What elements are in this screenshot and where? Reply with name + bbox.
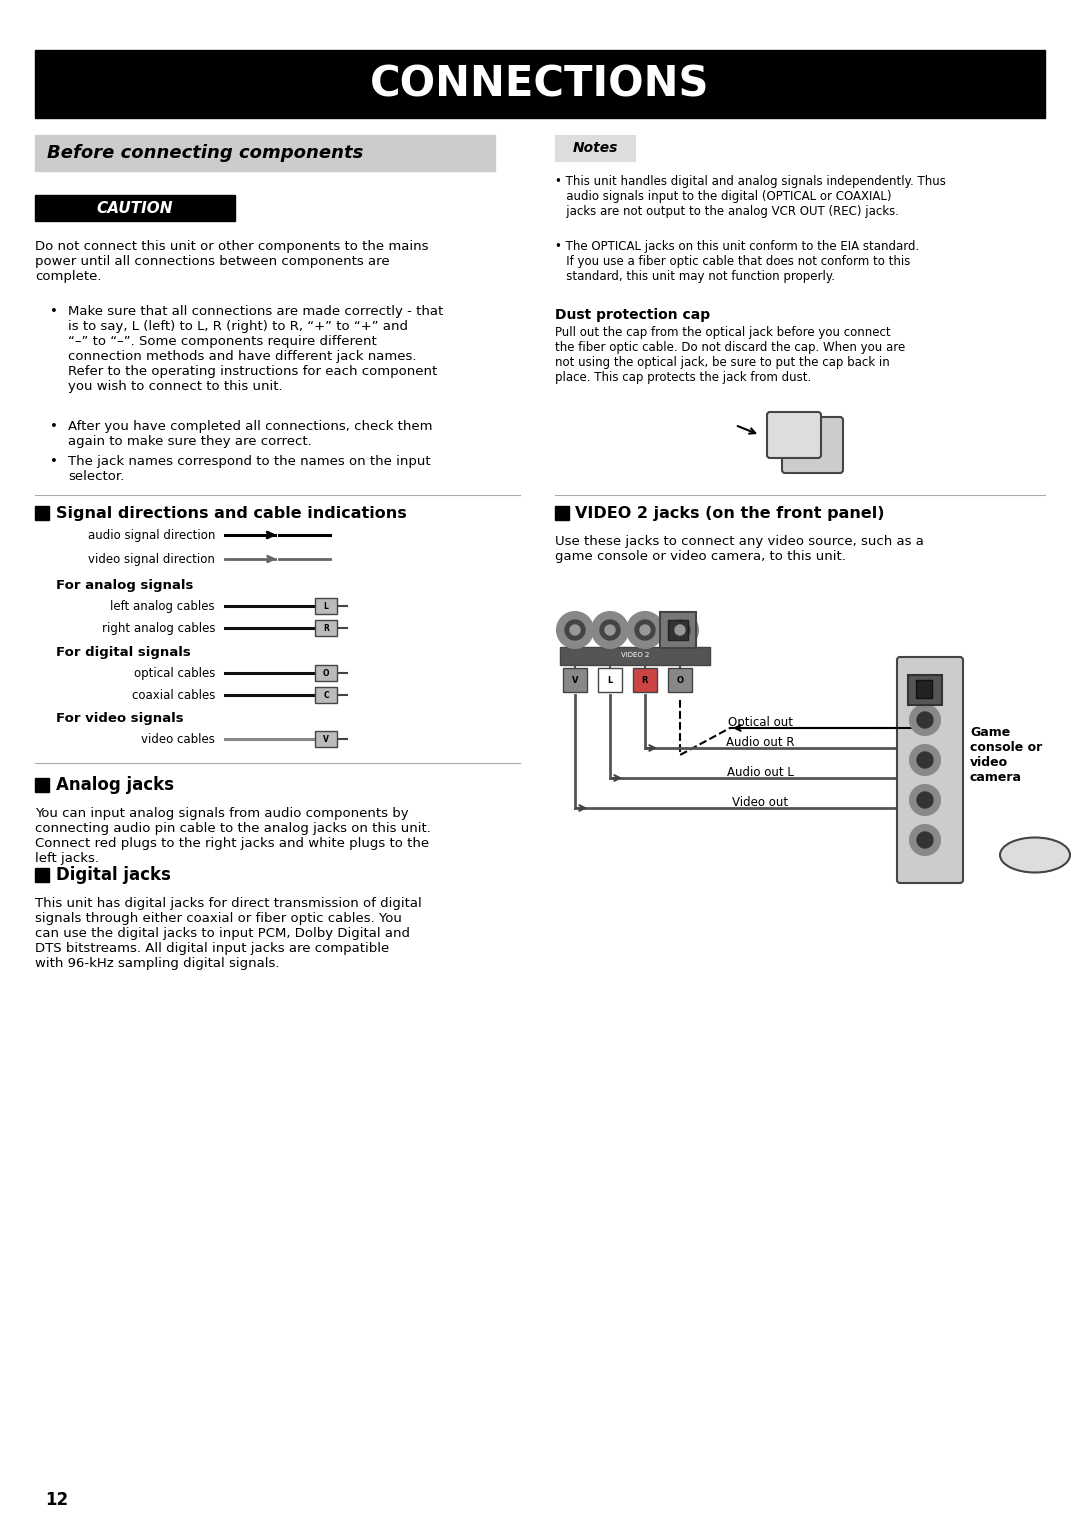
Bar: [561, 647, 710, 665]
Bar: [315, 665, 337, 681]
Circle shape: [910, 705, 940, 736]
Text: VIDEO 2 jacks (on the front panel): VIDEO 2 jacks (on the front panel): [575, 505, 885, 520]
Text: O: O: [323, 668, 329, 678]
Bar: [35, 195, 235, 221]
Text: O: O: [676, 676, 684, 685]
Bar: [633, 668, 657, 691]
Bar: [916, 681, 932, 697]
Text: audio signal direction: audio signal direction: [87, 528, 215, 542]
Ellipse shape: [1000, 838, 1070, 873]
Text: The jack names correspond to the names on the input
selector.: The jack names correspond to the names o…: [68, 455, 431, 484]
Text: Signal directions and cable indications: Signal directions and cable indications: [56, 505, 407, 520]
Bar: [555, 507, 569, 520]
Text: Pull out the cap from the optical jack before you connect
the fiber optic cable.: Pull out the cap from the optical jack b…: [555, 327, 905, 385]
Text: You can input analog signals from audio components by
connecting audio pin cable: You can input analog signals from audio …: [35, 807, 431, 865]
Circle shape: [917, 792, 933, 807]
Circle shape: [565, 620, 585, 639]
Text: •: •: [50, 455, 58, 468]
Text: For analog signals: For analog signals: [56, 578, 193, 592]
Circle shape: [627, 612, 663, 649]
Text: •: •: [50, 420, 58, 433]
Circle shape: [592, 612, 627, 649]
Bar: [598, 668, 622, 691]
Text: right analog cables: right analog cables: [102, 621, 215, 635]
Text: V: V: [323, 734, 329, 743]
Text: Game
console or
video
camera: Game console or video camera: [970, 726, 1042, 784]
Bar: [315, 598, 337, 613]
Circle shape: [670, 620, 690, 639]
Text: R: R: [642, 676, 648, 685]
Circle shape: [635, 620, 654, 639]
Text: • The OPTICAL jacks on this unit conform to the EIA standard.
   If you use a fi: • The OPTICAL jacks on this unit conform…: [555, 240, 919, 282]
Bar: [35, 507, 49, 520]
Circle shape: [910, 745, 940, 775]
Circle shape: [917, 752, 933, 768]
Text: CONNECTIONS: CONNECTIONS: [370, 63, 710, 105]
Bar: [669, 620, 688, 639]
Text: CAUTION: CAUTION: [97, 200, 173, 215]
Text: This unit has digital jacks for direct transmission of digital
signals through e: This unit has digital jacks for direct t…: [35, 897, 422, 971]
Bar: [660, 612, 696, 649]
Text: Dust protection cap: Dust protection cap: [555, 308, 711, 322]
Text: L: L: [324, 601, 328, 610]
Text: Use these jacks to connect any video source, such as a
game console or video cam: Use these jacks to connect any video sou…: [555, 536, 923, 563]
Text: Video out: Video out: [732, 795, 788, 809]
Circle shape: [662, 612, 698, 649]
Bar: [35, 134, 495, 171]
Text: Do not connect this unit or other components to the mains
power until all connec: Do not connect this unit or other compon…: [35, 240, 429, 282]
Circle shape: [910, 784, 940, 815]
Text: left analog cables: left analog cables: [110, 600, 215, 612]
Text: Audio out L: Audio out L: [727, 766, 794, 778]
Bar: [908, 674, 942, 705]
Text: Before connecting components: Before connecting components: [48, 143, 363, 162]
Text: coaxial cables: coaxial cables: [132, 688, 215, 702]
Text: After you have completed all connections, check them
again to make sure they are: After you have completed all connections…: [68, 420, 432, 449]
Bar: [669, 668, 692, 691]
Bar: [555, 134, 635, 162]
Text: C: C: [323, 690, 328, 699]
Circle shape: [557, 612, 593, 649]
Circle shape: [600, 620, 620, 639]
Text: V: V: [571, 676, 578, 685]
Bar: [35, 868, 49, 882]
Circle shape: [917, 713, 933, 728]
Circle shape: [917, 832, 933, 848]
Text: Analog jacks: Analog jacks: [56, 777, 174, 794]
FancyBboxPatch shape: [897, 658, 963, 884]
Bar: [563, 668, 588, 691]
Text: Notes: Notes: [572, 140, 618, 156]
Text: R: R: [323, 624, 329, 632]
Text: •: •: [50, 305, 58, 317]
Circle shape: [640, 626, 650, 635]
Circle shape: [675, 626, 685, 635]
Bar: [35, 50, 1045, 118]
Bar: [35, 778, 49, 792]
Text: For video signals: For video signals: [56, 711, 184, 725]
Circle shape: [570, 626, 580, 635]
Text: For digital signals: For digital signals: [56, 645, 191, 659]
Text: video cables: video cables: [141, 732, 215, 746]
FancyBboxPatch shape: [767, 412, 821, 458]
Text: video signal direction: video signal direction: [89, 552, 215, 566]
Text: L: L: [607, 676, 612, 685]
Bar: [315, 620, 337, 636]
Text: optical cables: optical cables: [134, 667, 215, 679]
Text: Audio out R: Audio out R: [726, 736, 794, 748]
Text: Make sure that all connections are made correctly - that
is to say, L (left) to : Make sure that all connections are made …: [68, 305, 443, 394]
Text: VIDEO 2: VIDEO 2: [621, 652, 649, 658]
Circle shape: [605, 626, 615, 635]
Text: Digital jacks: Digital jacks: [56, 865, 171, 884]
Text: • This unit handles digital and analog signals independently. Thus
   audio sign: • This unit handles digital and analog s…: [555, 175, 946, 218]
Bar: [315, 731, 337, 748]
Bar: [315, 687, 337, 703]
Text: Optical out: Optical out: [728, 716, 793, 728]
Text: 12: 12: [45, 1491, 68, 1509]
FancyBboxPatch shape: [782, 417, 843, 473]
Circle shape: [910, 826, 940, 855]
